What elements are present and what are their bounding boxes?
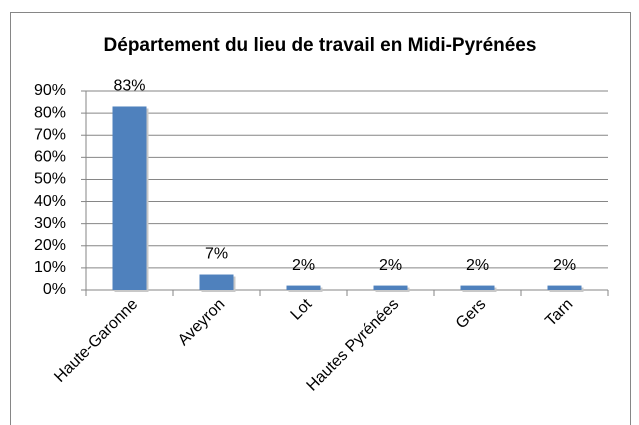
y-tick-label: 90% (34, 82, 66, 99)
bar (460, 285, 495, 290)
y-tick-label: 50% (34, 171, 66, 188)
value-label: 83% (113, 78, 145, 95)
value-label: 2% (379, 257, 402, 274)
y-tick-label: 80% (34, 104, 66, 121)
y-tick-label: 30% (34, 215, 66, 232)
chart-frame (10, 12, 631, 425)
bar (547, 285, 582, 290)
bar (286, 285, 321, 290)
y-tick-label: 70% (34, 126, 66, 143)
value-label: 2% (553, 257, 576, 274)
y-tick-label: 0% (43, 281, 66, 298)
bar (373, 285, 408, 290)
y-tick-label: 60% (34, 149, 66, 166)
value-label: 2% (292, 257, 315, 274)
y-tick-label: 40% (34, 193, 66, 210)
y-tick-label: 10% (34, 259, 66, 276)
bar (199, 274, 234, 290)
value-label: 7% (205, 246, 228, 263)
y-tick-label: 20% (34, 237, 66, 254)
bar (112, 106, 147, 290)
value-label: 2% (466, 257, 489, 274)
chart-title: Département du lieu de travail en Midi-P… (104, 35, 537, 56)
